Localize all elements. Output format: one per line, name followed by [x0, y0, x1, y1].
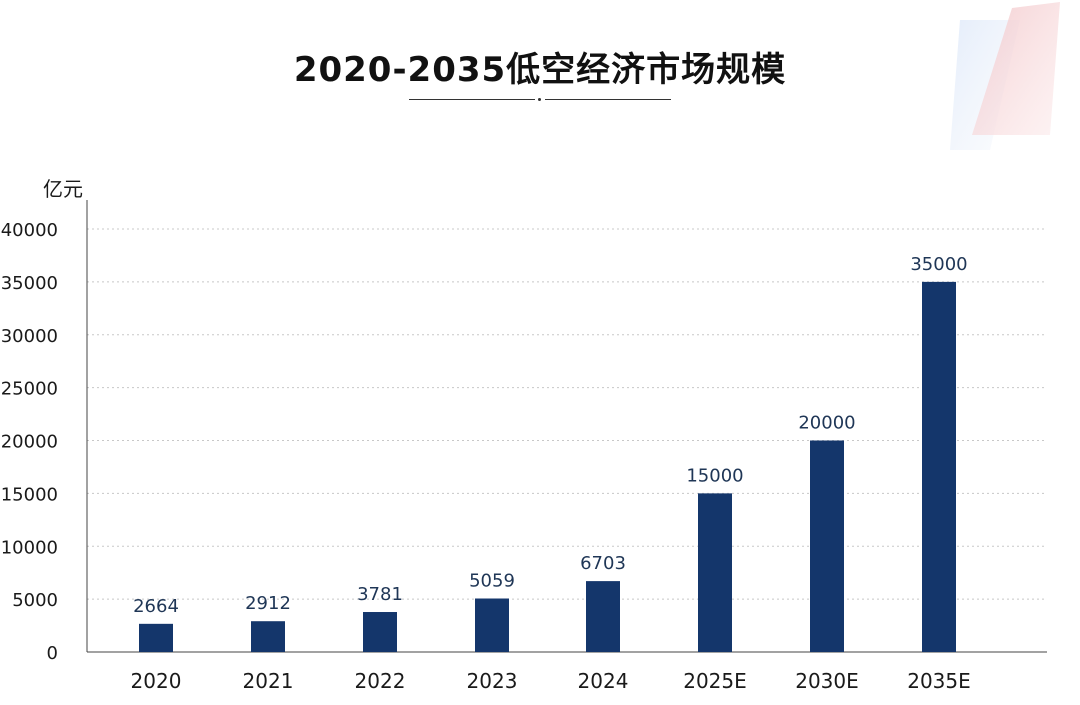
title-underline-right [545, 99, 671, 100]
y-tick-label: 35000 [1, 273, 58, 294]
bar-2022 [363, 612, 397, 652]
title-underline-left [409, 99, 535, 100]
y-tick-label: 5000 [12, 590, 58, 611]
data-label-2035E: 35000 [910, 254, 967, 275]
y-tick-label: 10000 [1, 537, 58, 558]
y-tick-label: 15000 [1, 484, 58, 505]
y-axis-unit-label: 亿元 [43, 177, 83, 201]
data-label-2023: 5059 [469, 571, 515, 592]
x-tick-label-2024: 2024 [578, 669, 629, 693]
y-tick-label: 30000 [1, 326, 58, 347]
y-tick-label: 20000 [1, 432, 58, 453]
bar-2021 [251, 621, 285, 652]
data-label-2020: 2664 [133, 596, 179, 617]
bar-2020 [139, 623, 173, 652]
data-label-2024: 6703 [580, 553, 626, 574]
bar-2023 [475, 598, 509, 652]
data-label-2021: 2912 [245, 593, 291, 614]
y-tick-label: 0 [47, 643, 58, 664]
x-tick-label-2030E: 2030E [795, 669, 859, 693]
x-tick-label-2023: 2023 [467, 669, 518, 693]
title-underline-dot [538, 98, 541, 101]
title-underline [409, 98, 671, 101]
data-label-2030E: 20000 [798, 413, 855, 434]
data-label-2022: 3781 [357, 584, 403, 605]
chart-title: 2020-2035低空经济市场规模 [293, 50, 787, 90]
bar-2025E [698, 493, 732, 652]
bar-2024 [586, 581, 620, 652]
x-tick-label-2025E: 2025E [683, 669, 747, 693]
x-tick-label-2022: 2022 [355, 669, 406, 693]
x-tick-label-2020: 2020 [131, 669, 182, 693]
y-tick-label: 40000 [1, 220, 58, 241]
y-tick-label: 25000 [1, 379, 58, 400]
bar-2035E [922, 281, 956, 652]
decorative-gradient-shape [950, 2, 1060, 150]
data-label-2025E: 15000 [686, 465, 743, 486]
bar-2030E [810, 440, 844, 652]
x-tick-label-2021: 2021 [243, 669, 294, 693]
x-tick-label-2035E: 2035E [907, 669, 971, 693]
